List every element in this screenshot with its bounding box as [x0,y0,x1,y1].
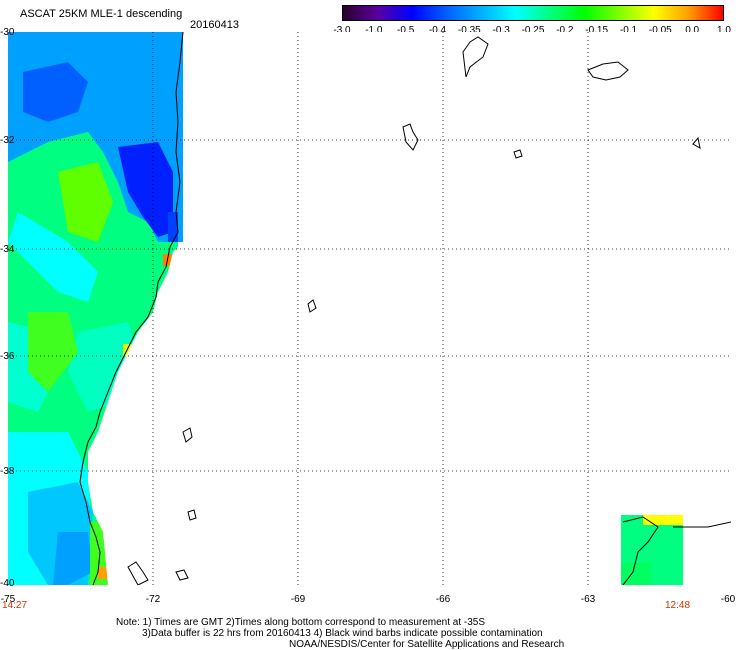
lat-label: -34 [0,244,15,255]
map-date: 20160413 [190,19,239,31]
note-line-3: NOAA/NESDIS/Center for Satellite Applica… [289,639,565,650]
lon-label: -63 [580,594,596,605]
lon-label: -75 [0,594,16,605]
lon-label: -66 [435,594,451,605]
colorbar-tick-label: -0.15 [585,25,609,36]
colorbar-tick-label: -0.05 [648,25,672,36]
lat-label: -36 [0,351,15,362]
colorbar-gradient [343,6,723,20]
colorbar-tick-label: -0.4 [428,25,447,36]
colorbar-tick-label: -3.0 [333,25,351,36]
colorbar-tick-label: -0.3 [492,25,510,36]
colorbar-tick-label: -1.0 [365,25,383,36]
colorbar-tick-label: -0.35 [457,25,481,36]
wind-swath-right [621,515,683,585]
coastline [79,32,731,585]
lat-label: -30 [0,27,15,38]
note-line-2: 3)Data buffer is 22 hrs from 20160413 4)… [142,628,543,639]
time-right: 12:48 [665,600,691,611]
colorbar-labels: -3.0 -1.0 -0.5 -0.4 -0.35 -0.3 -0.25 -0.2 -0.15-… [330,25,735,39]
colorbar [342,5,724,21]
wind-swath-left [8,32,731,585]
lon-label: -69 [290,594,306,605]
colorbar-tick-label: 0.0 [685,25,700,36]
lat-label: -32 [0,135,15,146]
colorbar-tick-label: -0.25 [521,25,545,36]
map-title: ASCAT 25KM MLE-1 descending [20,8,183,20]
colorbar-tick-label: -0.2 [556,25,574,36]
lat-label: -38 [0,466,15,477]
graticule [8,32,731,585]
colorbar-tick-label: -0.1 [619,25,638,36]
lon-label: -72 [145,594,161,605]
colorbar-tick-label: -0.5 [397,25,415,36]
lat-label: -40 [0,578,15,589]
lon-label: -60 [720,594,736,605]
note-line-1: Note: 1) Times are GMT 2)Times along bot… [116,617,486,628]
time-left: 14:27 [2,600,28,611]
map-panel [8,32,731,585]
colorbar-tick-label: 1.0 [717,25,731,36]
